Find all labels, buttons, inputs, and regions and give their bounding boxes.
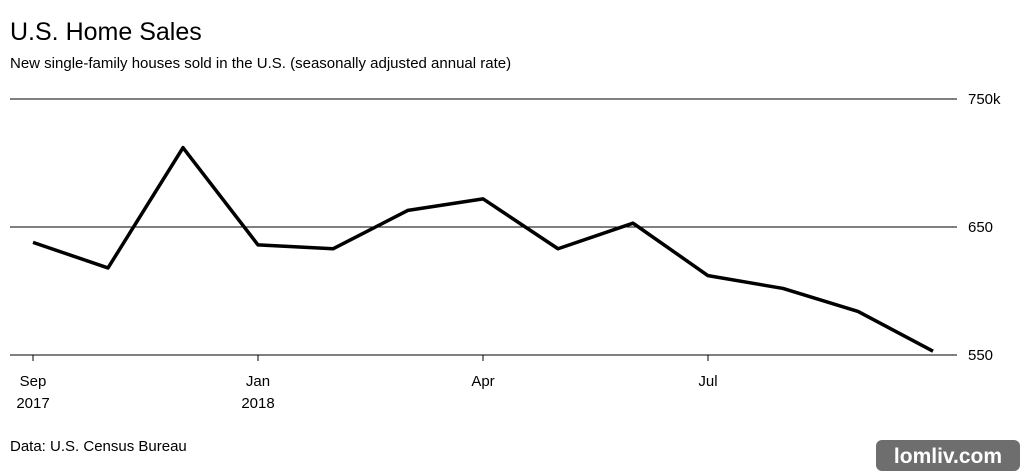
line bbox=[32, 145, 934, 353]
watermark-bg bbox=[876, 440, 1020, 471]
y-tick-label: 650 bbox=[968, 219, 993, 236]
y-tick-label: 550 bbox=[968, 347, 993, 364]
chart-subtitle: New single-family houses sold in the U.S… bbox=[10, 55, 511, 72]
x-tick-label: Jan 2018 bbox=[241, 373, 274, 412]
chart-title: U.S. Home Sales bbox=[10, 18, 202, 46]
x-tick-label: Apr bbox=[471, 373, 494, 390]
source: Data: U.S. Census Bureau bbox=[10, 438, 187, 455]
watermark: lomliv.com bbox=[894, 445, 1002, 468]
x-tick-label: Sep 2017 bbox=[16, 373, 49, 412]
x-tick-label: Jul bbox=[698, 373, 717, 390]
y-tick-label: 750k bbox=[968, 91, 1001, 108]
